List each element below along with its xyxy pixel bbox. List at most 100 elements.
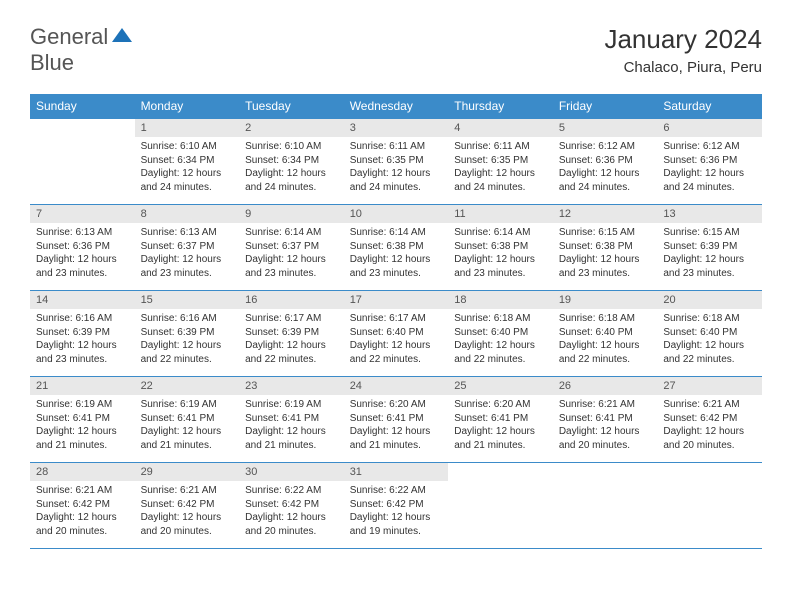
day-number: 12 (553, 205, 658, 223)
calendar-body: 1Sunrise: 6:10 AMSunset: 6:34 PMDaylight… (30, 119, 762, 549)
day-content: Sunrise: 6:21 AMSunset: 6:42 PMDaylight:… (657, 395, 762, 457)
day-number: 1 (135, 119, 240, 137)
calendar-cell: 21Sunrise: 6:19 AMSunset: 6:41 PMDayligh… (30, 377, 135, 463)
calendar-cell: 7Sunrise: 6:13 AMSunset: 6:36 PMDaylight… (30, 205, 135, 291)
calendar-cell: 13Sunrise: 6:15 AMSunset: 6:39 PMDayligh… (657, 205, 762, 291)
day-content: Sunrise: 6:11 AMSunset: 6:35 PMDaylight:… (344, 137, 449, 199)
calendar-cell: 23Sunrise: 6:19 AMSunset: 6:41 PMDayligh… (239, 377, 344, 463)
calendar-cell: 25Sunrise: 6:20 AMSunset: 6:41 PMDayligh… (448, 377, 553, 463)
day-number: 20 (657, 291, 762, 309)
day-content: Sunrise: 6:13 AMSunset: 6:37 PMDaylight:… (135, 223, 240, 285)
day-content: Sunrise: 6:15 AMSunset: 6:38 PMDaylight:… (553, 223, 658, 285)
day-content: Sunrise: 6:19 AMSunset: 6:41 PMDaylight:… (135, 395, 240, 457)
calendar-cell: 14Sunrise: 6:16 AMSunset: 6:39 PMDayligh… (30, 291, 135, 377)
day-number: 2 (239, 119, 344, 137)
day-content: Sunrise: 6:17 AMSunset: 6:39 PMDaylight:… (239, 309, 344, 371)
day-number: 17 (344, 291, 449, 309)
calendar-row: 7Sunrise: 6:13 AMSunset: 6:36 PMDaylight… (30, 205, 762, 291)
day-content: Sunrise: 6:10 AMSunset: 6:34 PMDaylight:… (135, 137, 240, 199)
day-number: 3 (344, 119, 449, 137)
month-title: January 2024 (604, 24, 762, 55)
day-content: Sunrise: 6:14 AMSunset: 6:38 PMDaylight:… (448, 223, 553, 285)
calendar-cell: 12Sunrise: 6:15 AMSunset: 6:38 PMDayligh… (553, 205, 658, 291)
calendar-page: General Blue January 2024 Chalaco, Piura… (0, 0, 792, 569)
day-content: Sunrise: 6:10 AMSunset: 6:34 PMDaylight:… (239, 137, 344, 199)
calendar-cell: 6Sunrise: 6:12 AMSunset: 6:36 PMDaylight… (657, 119, 762, 205)
day-content: Sunrise: 6:12 AMSunset: 6:36 PMDaylight:… (553, 137, 658, 199)
day-number: 11 (448, 205, 553, 223)
calendar-cell: 20Sunrise: 6:18 AMSunset: 6:40 PMDayligh… (657, 291, 762, 377)
day-content: Sunrise: 6:12 AMSunset: 6:36 PMDaylight:… (657, 137, 762, 199)
day-content: Sunrise: 6:14 AMSunset: 6:37 PMDaylight:… (239, 223, 344, 285)
day-number: 8 (135, 205, 240, 223)
day-number: 13 (657, 205, 762, 223)
day-content: Sunrise: 6:15 AMSunset: 6:39 PMDaylight:… (657, 223, 762, 285)
weekday-header: Tuesday (239, 94, 344, 119)
day-content: Sunrise: 6:20 AMSunset: 6:41 PMDaylight:… (344, 395, 449, 457)
day-number: 23 (239, 377, 344, 395)
calendar-cell: 15Sunrise: 6:16 AMSunset: 6:39 PMDayligh… (135, 291, 240, 377)
day-number: 25 (448, 377, 553, 395)
weekday-header: Thursday (448, 94, 553, 119)
calendar-cell: 29Sunrise: 6:21 AMSunset: 6:42 PMDayligh… (135, 463, 240, 549)
day-number: 29 (135, 463, 240, 481)
calendar-cell (657, 463, 762, 549)
calendar-cell (553, 463, 658, 549)
day-content: Sunrise: 6:18 AMSunset: 6:40 PMDaylight:… (448, 309, 553, 371)
weekday-header: Sunday (30, 94, 135, 119)
calendar-cell: 11Sunrise: 6:14 AMSunset: 6:38 PMDayligh… (448, 205, 553, 291)
day-content: Sunrise: 6:17 AMSunset: 6:40 PMDaylight:… (344, 309, 449, 371)
day-content: Sunrise: 6:16 AMSunset: 6:39 PMDaylight:… (30, 309, 135, 371)
day-content: Sunrise: 6:20 AMSunset: 6:41 PMDaylight:… (448, 395, 553, 457)
calendar-cell: 10Sunrise: 6:14 AMSunset: 6:38 PMDayligh… (344, 205, 449, 291)
weekday-header: Monday (135, 94, 240, 119)
calendar-cell: 1Sunrise: 6:10 AMSunset: 6:34 PMDaylight… (135, 119, 240, 205)
calendar-cell: 4Sunrise: 6:11 AMSunset: 6:35 PMDaylight… (448, 119, 553, 205)
day-number: 14 (30, 291, 135, 309)
calendar-cell: 30Sunrise: 6:22 AMSunset: 6:42 PMDayligh… (239, 463, 344, 549)
day-content: Sunrise: 6:19 AMSunset: 6:41 PMDaylight:… (239, 395, 344, 457)
weekday-header: Friday (553, 94, 658, 119)
calendar-cell: 24Sunrise: 6:20 AMSunset: 6:41 PMDayligh… (344, 377, 449, 463)
day-number: 28 (30, 463, 135, 481)
calendar-cell (30, 119, 135, 205)
day-content: Sunrise: 6:11 AMSunset: 6:35 PMDaylight:… (448, 137, 553, 199)
calendar-cell: 17Sunrise: 6:17 AMSunset: 6:40 PMDayligh… (344, 291, 449, 377)
sail-icon (110, 31, 134, 48)
day-content: Sunrise: 6:14 AMSunset: 6:38 PMDaylight:… (344, 223, 449, 285)
calendar-cell: 9Sunrise: 6:14 AMSunset: 6:37 PMDaylight… (239, 205, 344, 291)
day-content: Sunrise: 6:21 AMSunset: 6:42 PMDaylight:… (135, 481, 240, 543)
day-content: Sunrise: 6:21 AMSunset: 6:41 PMDaylight:… (553, 395, 658, 457)
calendar-cell: 18Sunrise: 6:18 AMSunset: 6:40 PMDayligh… (448, 291, 553, 377)
logo: General Blue (30, 24, 134, 76)
calendar-cell: 26Sunrise: 6:21 AMSunset: 6:41 PMDayligh… (553, 377, 658, 463)
day-number: 30 (239, 463, 344, 481)
day-content: Sunrise: 6:16 AMSunset: 6:39 PMDaylight:… (135, 309, 240, 371)
calendar-row: 14Sunrise: 6:16 AMSunset: 6:39 PMDayligh… (30, 291, 762, 377)
calendar-row: 1Sunrise: 6:10 AMSunset: 6:34 PMDaylight… (30, 119, 762, 205)
calendar-cell: 3Sunrise: 6:11 AMSunset: 6:35 PMDaylight… (344, 119, 449, 205)
calendar-cell: 5Sunrise: 6:12 AMSunset: 6:36 PMDaylight… (553, 119, 658, 205)
calendar-cell: 28Sunrise: 6:21 AMSunset: 6:42 PMDayligh… (30, 463, 135, 549)
day-number: 21 (30, 377, 135, 395)
calendar-cell (448, 463, 553, 549)
calendar-cell: 16Sunrise: 6:17 AMSunset: 6:39 PMDayligh… (239, 291, 344, 377)
day-number: 31 (344, 463, 449, 481)
title-block: January 2024 Chalaco, Piura, Peru (604, 24, 762, 76)
calendar-cell: 8Sunrise: 6:13 AMSunset: 6:37 PMDaylight… (135, 205, 240, 291)
day-content: Sunrise: 6:21 AMSunset: 6:42 PMDaylight:… (30, 481, 135, 543)
calendar-row: 28Sunrise: 6:21 AMSunset: 6:42 PMDayligh… (30, 463, 762, 549)
day-number: 10 (344, 205, 449, 223)
day-number: 6 (657, 119, 762, 137)
calendar-cell: 27Sunrise: 6:21 AMSunset: 6:42 PMDayligh… (657, 377, 762, 463)
day-content: Sunrise: 6:19 AMSunset: 6:41 PMDaylight:… (30, 395, 135, 457)
day-content: Sunrise: 6:18 AMSunset: 6:40 PMDaylight:… (657, 309, 762, 371)
day-number: 26 (553, 377, 658, 395)
calendar-cell: 19Sunrise: 6:18 AMSunset: 6:40 PMDayligh… (553, 291, 658, 377)
day-number: 5 (553, 119, 658, 137)
day-number: 9 (239, 205, 344, 223)
day-number: 16 (239, 291, 344, 309)
calendar-cell: 22Sunrise: 6:19 AMSunset: 6:41 PMDayligh… (135, 377, 240, 463)
day-number: 4 (448, 119, 553, 137)
weekday-header: Saturday (657, 94, 762, 119)
